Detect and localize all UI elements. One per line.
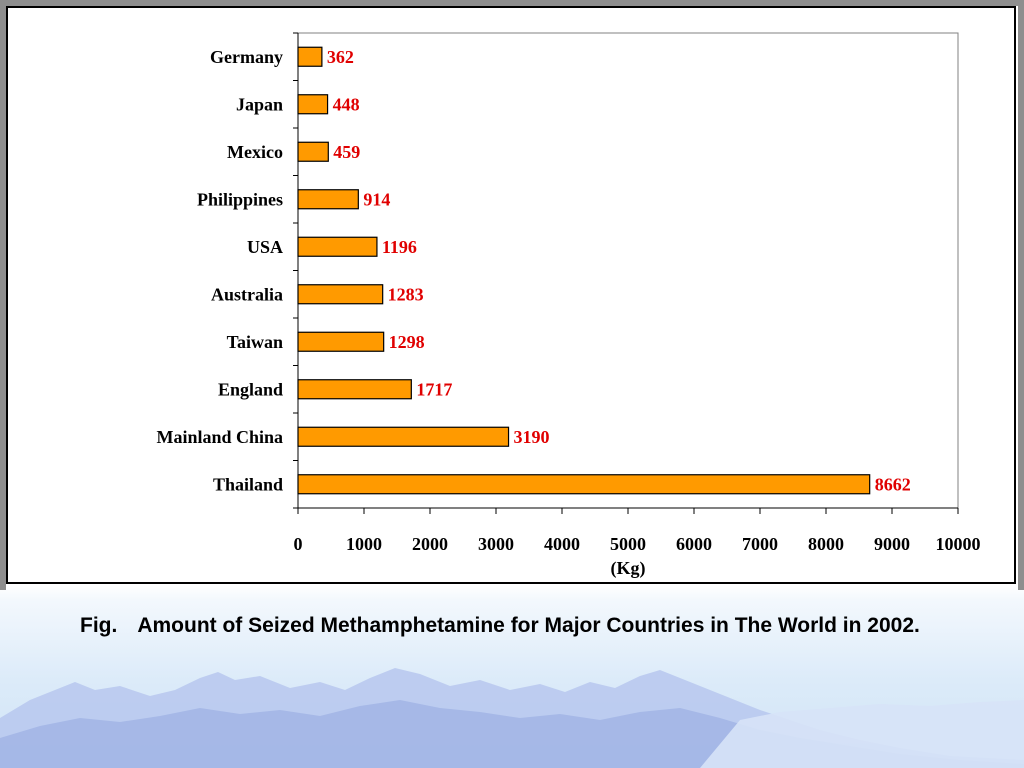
x-tick-label: 6000 [676,534,712,554]
caption-prefix: Fig. [80,614,118,637]
bar-australia [297,284,384,305]
chart-frame: Germany Japan Mexico Philippines USA Australi… [6,6,1016,584]
value-labels: 362 448 459 914 1196 1283 1298 1717 3190 8662 [327,47,911,495]
category-label: England [218,379,283,399]
category-label: Japan [236,94,283,114]
data-label: 448 [333,94,360,114]
data-label: 459 [333,142,360,162]
x-tick-label: 10000 [936,534,981,554]
x-tick-label: 3000 [478,534,514,554]
x-tick-label: 8000 [808,534,844,554]
mountain-background [0,668,1024,768]
bar-mainland-china [297,426,510,447]
slide-top-border [0,0,1024,6]
bar-germany [297,46,323,67]
slide-left-border [0,0,6,590]
slide-right-border [1018,0,1024,590]
category-labels: Germany Japan Mexico Philippines USA Australi… [156,47,283,495]
data-label: 1196 [382,237,417,257]
x-tick-label: 9000 [874,534,910,554]
category-label: Philippines [197,189,283,209]
bar-thailand [297,474,871,495]
x-tick-label: 7000 [742,534,778,554]
x-tick-label: 4000 [544,534,580,554]
data-label: 1283 [388,284,424,304]
category-label: Taiwan [227,332,283,352]
data-label: 8662 [875,474,911,494]
category-label: Mexico [227,142,283,162]
bar-mexico [297,141,329,162]
category-label: Germany [210,47,283,67]
category-label: Thailand [213,474,283,494]
x-axis-ticks: 0 1000 2000 3000 4000 5000 6000 7000 8000 9000 100… [294,508,981,554]
category-label: Mainland China [156,427,283,447]
category-label: Australia [211,284,283,304]
data-label: 914 [363,189,390,209]
x-tick-label: 5000 [610,534,646,554]
data-label: 362 [327,47,354,67]
bar-england [297,379,412,400]
bar-usa [297,236,378,257]
x-axis-title: (Kg) [611,558,646,579]
x-tick-label: 2000 [412,534,448,554]
caption-text: Amount of Seized Methamphetamine for Maj… [137,614,920,637]
data-label: 1298 [389,332,425,352]
figure-caption: Fig. Amount of Seized Methamphetamine for… [80,610,960,641]
bars [297,46,871,495]
bar-chart: Germany Japan Mexico Philippines USA Australi… [156,32,981,579]
x-tick-label: 1000 [346,534,382,554]
data-label: 3190 [514,427,550,447]
bar-taiwan [297,331,385,352]
bar-philippines [297,189,359,210]
data-label: 1717 [416,379,452,399]
bar-japan [297,94,329,115]
x-tick-label: 0 [294,534,303,554]
category-label: USA [247,237,283,257]
